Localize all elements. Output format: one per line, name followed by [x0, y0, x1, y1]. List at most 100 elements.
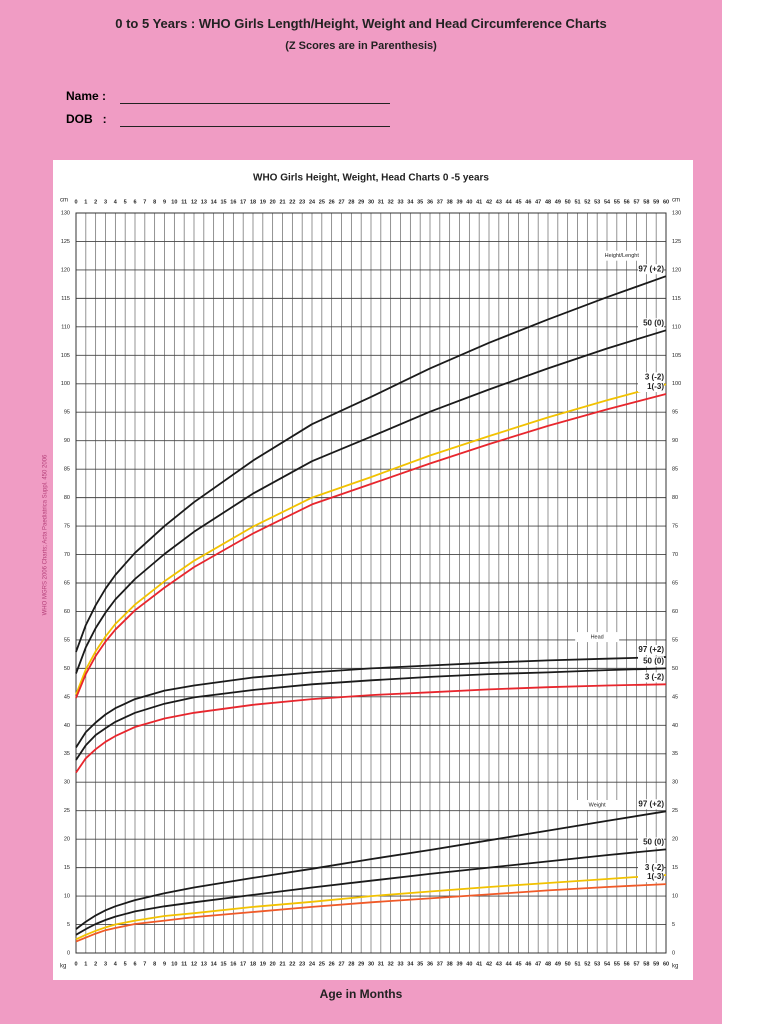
curve — [75, 275, 667, 653]
x-tick-label: 35 — [417, 199, 423, 205]
y-tick-label: 45 — [672, 694, 678, 700]
unit-label: cm — [672, 198, 680, 204]
x-tick-label: 39 — [456, 961, 462, 967]
x-tick-label: 57 — [633, 199, 639, 205]
y-tick-label: 90 — [672, 438, 678, 444]
x-tick-label: 1 — [84, 961, 87, 967]
x-tick-label: 20 — [270, 961, 276, 967]
x-tick-label: 21 — [279, 199, 285, 205]
x-tick-label: 28 — [348, 199, 354, 205]
source-note: WHO MGRS 2006 Charts; Acta Paediatrica S… — [43, 454, 49, 615]
y-tick-label: 5 — [672, 922, 675, 928]
x-tick-label: 32 — [388, 961, 394, 967]
y-tick-label: 65 — [64, 580, 70, 586]
series-label: 3 (-2) — [645, 372, 664, 381]
x-tick-label: 35 — [417, 961, 423, 967]
curve — [75, 683, 667, 774]
y-tick-label: 80 — [672, 495, 678, 501]
y-tick-label: 75 — [672, 524, 678, 530]
x-tick-label: 41 — [476, 961, 482, 967]
y-tick-label: 35 — [672, 751, 678, 757]
x-tick-label: 25 — [319, 199, 325, 205]
x-tick-label: 48 — [545, 199, 551, 205]
x-tick-label: 46 — [525, 199, 531, 205]
x-tick-label: 15 — [220, 199, 226, 205]
x-tick-label: 17 — [240, 961, 246, 967]
x-tick-label: 47 — [535, 199, 541, 205]
x-tick-label: 55 — [614, 961, 620, 967]
x-tick-label: 49 — [555, 199, 561, 205]
x-tick-label: 40 — [466, 199, 472, 205]
x-tick-label: 45 — [515, 961, 521, 967]
x-tick-label: 24 — [309, 961, 316, 967]
curve — [75, 810, 667, 930]
series-label: 50 (0) — [643, 838, 664, 847]
y-tick-label: 95 — [64, 410, 70, 416]
x-tick-label: 4 — [114, 961, 118, 967]
x-tick-label: 12 — [191, 961, 197, 967]
label-box — [638, 318, 664, 329]
series-label: 3 (-2) — [645, 863, 664, 872]
x-tick-label: 24 — [309, 199, 316, 205]
x-tick-label: 17 — [240, 199, 246, 205]
x-tick-label: 31 — [378, 961, 384, 967]
label-box — [638, 872, 664, 883]
x-tick-label: 44 — [506, 961, 513, 967]
y-tick-label: 110 — [61, 324, 70, 330]
x-tick-label: 46 — [525, 961, 531, 967]
x-tick-label: 43 — [496, 961, 502, 967]
x-tick-label: 34 — [407, 199, 414, 205]
x-tick-label: 58 — [643, 199, 649, 205]
y-tick-label: 25 — [672, 808, 678, 814]
x-tick-label: 52 — [584, 961, 590, 967]
x-tick-label: 6 — [133, 199, 136, 205]
annotation: Head — [591, 635, 604, 641]
x-tick-label: 57 — [633, 961, 639, 967]
x-tick-label: 18 — [250, 961, 256, 967]
annotation: Height/Lenght — [605, 253, 640, 259]
x-tick-label: 2 — [94, 961, 97, 967]
y-tick-label: 100 — [61, 381, 70, 387]
x-tick-label: 9 — [163, 961, 166, 967]
plot-frame — [75, 212, 667, 954]
y-tick-label: 115 — [672, 296, 681, 302]
annotation: Weight — [589, 802, 606, 808]
x-tick-label: 14 — [211, 961, 218, 967]
series-label: 97 (+2) — [638, 799, 664, 808]
y-tick-label: 70 — [64, 552, 70, 558]
y-tick-label: 95 — [672, 410, 678, 416]
x-tick-label: 33 — [397, 961, 403, 967]
chart-title: WHO Girls Height, Weight, Head Charts 0 … — [253, 173, 489, 184]
y-tick-label: 65 — [672, 580, 678, 586]
x-tick-label: 40 — [466, 961, 472, 967]
x-tick-label: 54 — [604, 199, 611, 205]
x-tick-label: 23 — [299, 199, 305, 205]
y-tick-label: 85 — [64, 467, 70, 473]
x-tick-label: 7 — [143, 961, 146, 967]
label-box — [638, 672, 664, 683]
x-tick-label: 15 — [220, 961, 226, 967]
label-box — [638, 645, 664, 655]
dob-line — [120, 126, 390, 127]
x-tick-label: 13 — [201, 961, 207, 967]
x-tick-label: 19 — [260, 199, 266, 205]
x-tick-label: 51 — [574, 199, 580, 205]
x-tick-label: 10 — [171, 961, 177, 967]
x-tick-label: 12 — [191, 199, 197, 205]
x-tick-label: 0 — [74, 199, 77, 205]
x-tick-label: 27 — [338, 961, 344, 967]
series-label: 3 (-2) — [645, 672, 664, 681]
x-tick-label: 1 — [84, 199, 87, 205]
x-tick-label: 5 — [124, 961, 127, 967]
y-tick-label: 5 — [67, 922, 70, 928]
series-label: 1(-3) — [647, 382, 664, 391]
y-tick-label: 40 — [64, 723, 70, 729]
annotation-box — [575, 632, 620, 643]
y-tick-label: 120 — [672, 267, 681, 273]
y-tick-label: 25 — [64, 808, 70, 814]
x-tick-label: 8 — [153, 961, 156, 967]
y-tick-label: 10 — [64, 894, 70, 900]
y-tick-label: 20 — [672, 837, 678, 843]
chart-panel — [53, 160, 693, 980]
x-tick-label: 21 — [279, 961, 285, 967]
